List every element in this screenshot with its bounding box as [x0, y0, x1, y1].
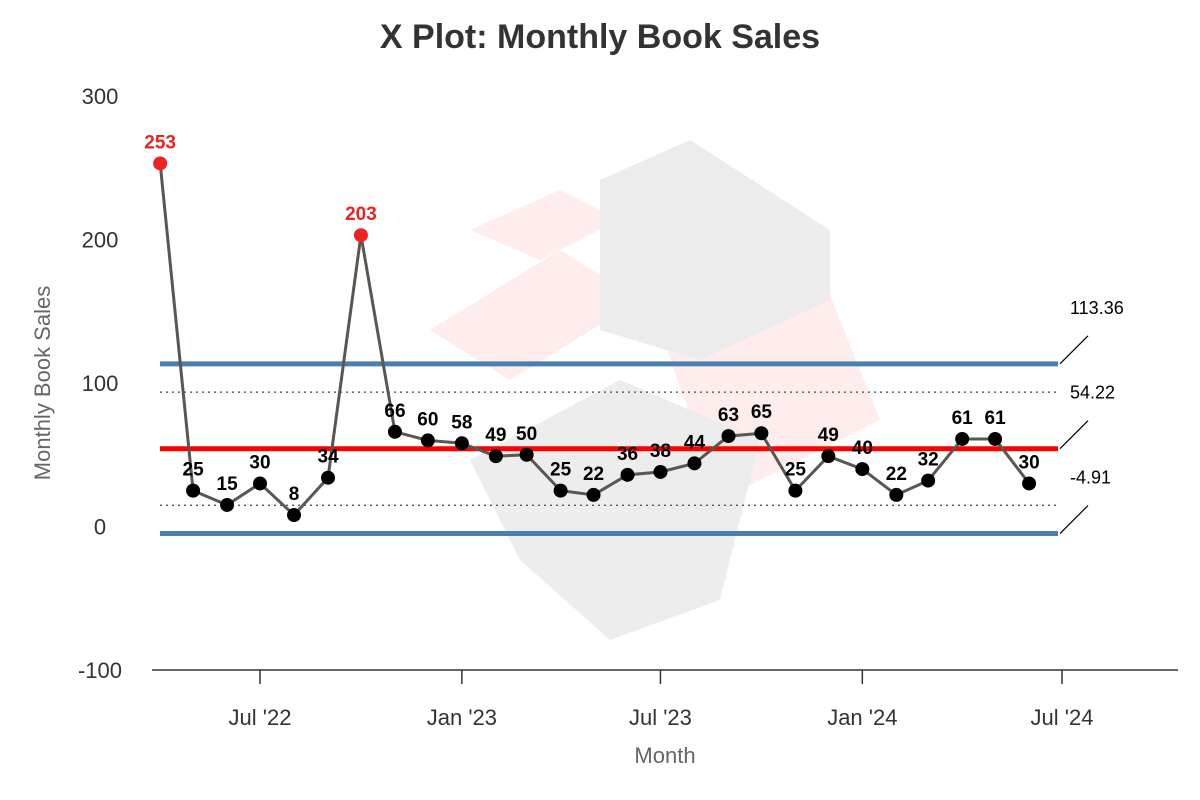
data-label: 30: [249, 452, 270, 473]
data-point: [921, 473, 936, 488]
data-label: 61: [952, 408, 974, 429]
limit-leader-line: [1059, 505, 1089, 534]
data-label: 61: [985, 408, 1007, 429]
data-label: 15: [217, 474, 239, 495]
data-label: 65: [751, 402, 773, 423]
data-point: [788, 483, 803, 498]
data-label: 49: [818, 425, 839, 446]
limit-leader-line: [1059, 420, 1089, 450]
data-point: [519, 447, 534, 462]
data-labels: 253 25 15 30 8 34 203 66 60 58 49 50 25 22 36 38 44 63 65 2…: [144, 132, 1039, 505]
data-label: 66: [384, 401, 405, 422]
data-label: 34: [317, 447, 339, 468]
x-axis-label: Month: [634, 743, 695, 768]
y-tick-label: -100: [78, 658, 122, 683]
y-tick-label: 100: [82, 371, 119, 396]
lower-limit-label: -4.91: [1070, 468, 1111, 488]
data-point: [955, 431, 970, 446]
data-point: [821, 449, 836, 464]
data-points: [153, 156, 1037, 523]
data-point-out-of-control: [153, 156, 168, 171]
data-point: [287, 508, 302, 523]
x-tick-label: Jul '23: [629, 705, 692, 730]
data-point: [454, 436, 469, 451]
data-point: [721, 429, 736, 444]
data-label: 25: [785, 460, 807, 481]
watermark-logo: [430, 140, 880, 640]
data-label: 50: [516, 424, 537, 445]
data-point: [387, 424, 402, 439]
data-point: [988, 431, 1003, 446]
data-label: 58: [451, 412, 472, 433]
data-point: [653, 464, 668, 479]
data-point: [586, 487, 601, 502]
data-point: [220, 497, 235, 512]
data-label: 38: [650, 441, 671, 462]
data-point-out-of-control: [353, 228, 368, 243]
data-label: 44: [684, 432, 706, 453]
control-limits: 113.36 54.22 -4.91: [160, 298, 1124, 537]
x-tick-label: Jan '24: [827, 705, 897, 730]
y-tick-label: 300: [82, 84, 119, 109]
data-point: [754, 426, 769, 441]
data-label: 22: [583, 464, 604, 485]
data-label: 63: [718, 405, 739, 426]
x-tick-label: Jul '22: [229, 705, 292, 730]
center-limit-label: 54.22: [1070, 383, 1115, 403]
y-tick-label: 0: [94, 515, 106, 540]
data-label: 22: [886, 464, 907, 485]
x-tick-label: Jul '24: [1031, 705, 1094, 730]
data-point: [687, 456, 702, 471]
data-label: 25: [550, 460, 572, 481]
data-label: 8: [289, 484, 300, 505]
data-point: [1022, 476, 1037, 491]
upper-limit-label: 113.36: [1070, 298, 1124, 318]
data-label: 60: [417, 409, 438, 430]
y-tick-label: 200: [82, 228, 119, 253]
data-point: [253, 476, 267, 491]
y-axis-ticks: -100 0 100 200 300: [78, 84, 122, 683]
x-tick-label: Jan '23: [427, 705, 497, 730]
data-label: 32: [918, 450, 939, 471]
data-point: [420, 433, 435, 448]
chart-title: X Plot: Monthly Book Sales: [380, 18, 820, 56]
data-label: 30: [1019, 452, 1040, 473]
data-label: 36: [617, 444, 638, 465]
data-point: [186, 483, 201, 498]
data-point: [855, 462, 870, 477]
data-point: [889, 487, 904, 502]
data-point: [553, 483, 568, 498]
data-label: 253: [144, 132, 176, 153]
data-point: [488, 449, 503, 464]
limit-leader-line: [1059, 335, 1089, 365]
data-point: [321, 470, 336, 485]
data-label: 203: [345, 204, 377, 225]
data-label: 49: [485, 425, 506, 446]
data-label: 25: [183, 460, 205, 481]
x-axis-ticks: Jul '22 Jan '23 Jul '23 Jan '24 Jul '24: [229, 670, 1094, 730]
y-axis-label: Monthly Book Sales: [30, 286, 55, 480]
data-point: [620, 467, 635, 482]
data-label: 40: [852, 438, 873, 459]
